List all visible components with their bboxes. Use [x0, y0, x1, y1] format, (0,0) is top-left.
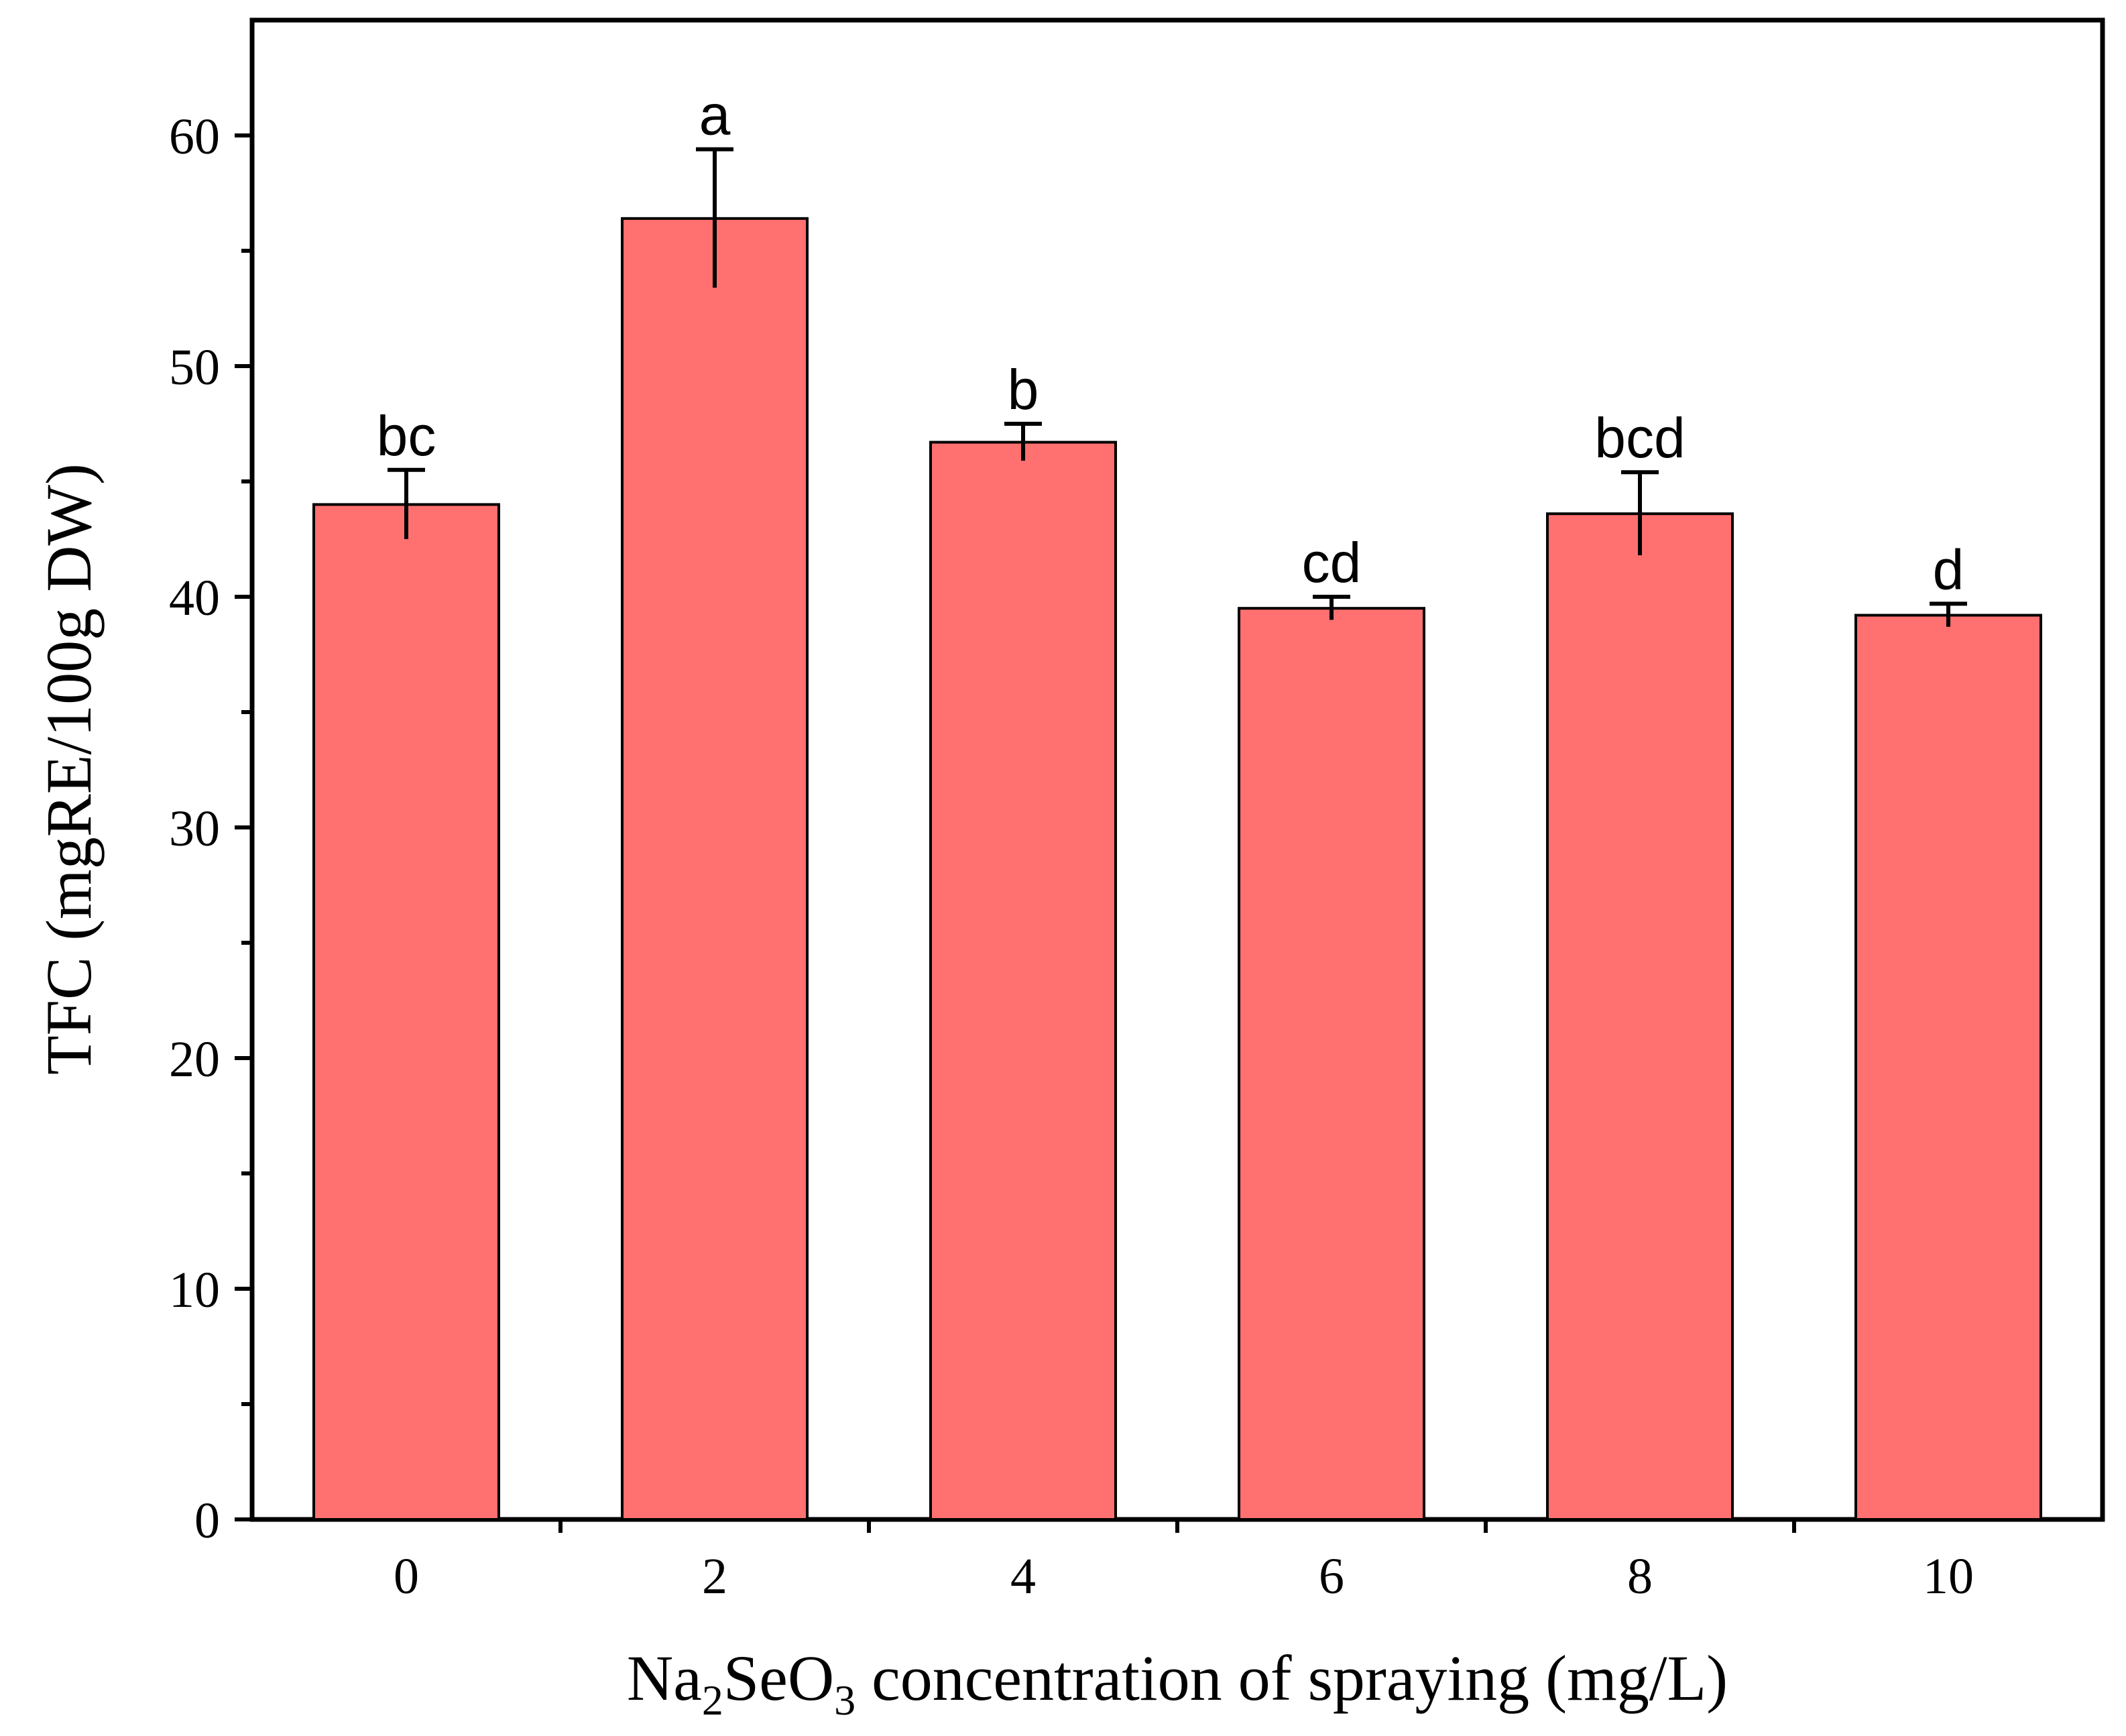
y-tick-label: 10 — [169, 1262, 220, 1318]
y-tick-label: 30 — [169, 801, 220, 857]
x-tick-label: 4 — [1010, 1548, 1036, 1605]
y-tick-label: 40 — [169, 570, 220, 626]
significance-label: d — [1933, 538, 1964, 601]
bar — [621, 217, 809, 1521]
bar — [1238, 607, 1425, 1521]
x-axis-title: Na2SeO3 concentration of spraying (mg/L) — [627, 1642, 1728, 1724]
x-tick-label: 10 — [1923, 1548, 1974, 1605]
y-tick-labels-layer: 0 10 20 30 40 50 60 — [169, 109, 220, 1549]
plot-frame — [249, 17, 2105, 1522]
x-axis-title-part: concentration of spraying (mg/L) — [855, 1642, 1728, 1714]
x-axis-title-part: SeO — [723, 1642, 834, 1714]
bar — [312, 503, 500, 1521]
x-axis-title-subscript: 3 — [834, 1676, 855, 1724]
y-tick-label: 60 — [169, 109, 220, 165]
ticks-layer — [235, 133, 1796, 1533]
y-tick-label: 20 — [169, 1031, 220, 1088]
x-axis-title-part: Na — [627, 1642, 702, 1714]
bar — [1854, 614, 2042, 1521]
significance-label: bc — [377, 404, 436, 467]
y-tick-label: 0 — [194, 1493, 220, 1549]
y-axis-title: TFC (mgRE/100g DW) — [33, 463, 105, 1075]
x-tick-label: 8 — [1627, 1548, 1653, 1605]
significance-label: cd — [1302, 531, 1362, 594]
significance-label: bcd — [1594, 406, 1685, 469]
bar — [1546, 512, 1734, 1521]
bar — [929, 441, 1117, 1521]
bars-layer — [312, 217, 2042, 1521]
x-tick-label: 6 — [1319, 1548, 1344, 1605]
x-tick-label: 0 — [394, 1548, 419, 1605]
x-tick-label: 2 — [702, 1548, 727, 1605]
significance-label: a — [699, 84, 731, 147]
y-tick-label: 50 — [169, 339, 220, 396]
significance-label: b — [1008, 358, 1039, 421]
x-axis-title-subscript: 2 — [702, 1676, 723, 1724]
error-bars-layer — [388, 147, 1967, 627]
x-tick-labels-layer: 0 2 4 6 8 10 — [394, 1548, 1974, 1605]
